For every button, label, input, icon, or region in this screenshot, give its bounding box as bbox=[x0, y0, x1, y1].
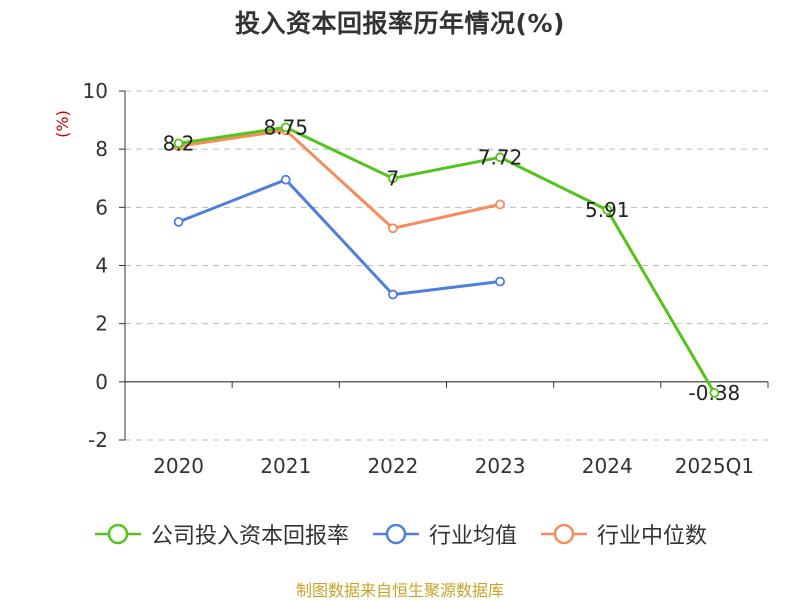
legend-item[interactable]: 行业中位数 bbox=[539, 518, 707, 550]
data-label: 5.91 bbox=[585, 198, 630, 222]
chart-legend: 公司投入资本回报率 行业均值 行业中位数 bbox=[0, 518, 800, 550]
data-point bbox=[388, 223, 398, 234]
data-point bbox=[602, 205, 613, 215]
x-tick-label: 2025Q1 bbox=[675, 454, 754, 478]
legend-label: 行业均值 bbox=[428, 524, 517, 549]
y-tick-label: -2 bbox=[88, 428, 108, 452]
y-tick-label: 10 bbox=[83, 79, 108, 103]
y-tick-label: 4 bbox=[95, 254, 108, 278]
data-point bbox=[495, 199, 505, 210]
legend-item[interactable]: 公司投入资本回报率 bbox=[93, 518, 349, 550]
data-label: 8.2 bbox=[163, 131, 195, 155]
data-point bbox=[280, 122, 291, 133]
legend-swatch-icon bbox=[372, 523, 419, 545]
data-point bbox=[709, 387, 720, 398]
x-tick-label: 2020 bbox=[153, 454, 204, 478]
data-point bbox=[173, 138, 184, 149]
legend-swatch-icon bbox=[94, 523, 141, 545]
data-label: 7 bbox=[387, 166, 400, 190]
x-tick-label: 2021 bbox=[260, 454, 311, 478]
data-label: 7.72 bbox=[478, 145, 523, 169]
data-label: -0.38 bbox=[689, 381, 741, 405]
data-point bbox=[173, 216, 184, 227]
x-tick-label: 2022 bbox=[367, 454, 418, 478]
series-line bbox=[178, 178, 501, 297]
y-axis-label: (%) bbox=[53, 110, 72, 138]
data-label: 8.75 bbox=[263, 115, 308, 139]
source-note: 制图数据来自恒生聚源数据库 bbox=[295, 581, 504, 600]
y-tick-label: 0 bbox=[95, 370, 108, 394]
data-point bbox=[495, 276, 505, 287]
series-line bbox=[178, 125, 716, 394]
data-point bbox=[388, 289, 398, 300]
y-tick-label: 6 bbox=[95, 195, 108, 219]
x-tick-label: 2023 bbox=[475, 454, 526, 478]
legend-item[interactable]: 行业均值 bbox=[371, 518, 517, 550]
y-tick-label: 2 bbox=[95, 312, 108, 336]
legend-label: 公司投入资本回报率 bbox=[150, 524, 349, 549]
y-tick-label: 8 bbox=[95, 137, 108, 161]
legend-label: 行业中位数 bbox=[597, 524, 708, 549]
series-line bbox=[178, 128, 501, 230]
data-point bbox=[388, 173, 398, 184]
legend-swatch-icon bbox=[541, 523, 587, 545]
chart-title: 投入资本回报率历年情况(%) bbox=[235, 9, 565, 38]
data-point bbox=[280, 174, 291, 185]
data-point bbox=[495, 152, 505, 163]
x-tick-label: 2024 bbox=[582, 454, 633, 478]
